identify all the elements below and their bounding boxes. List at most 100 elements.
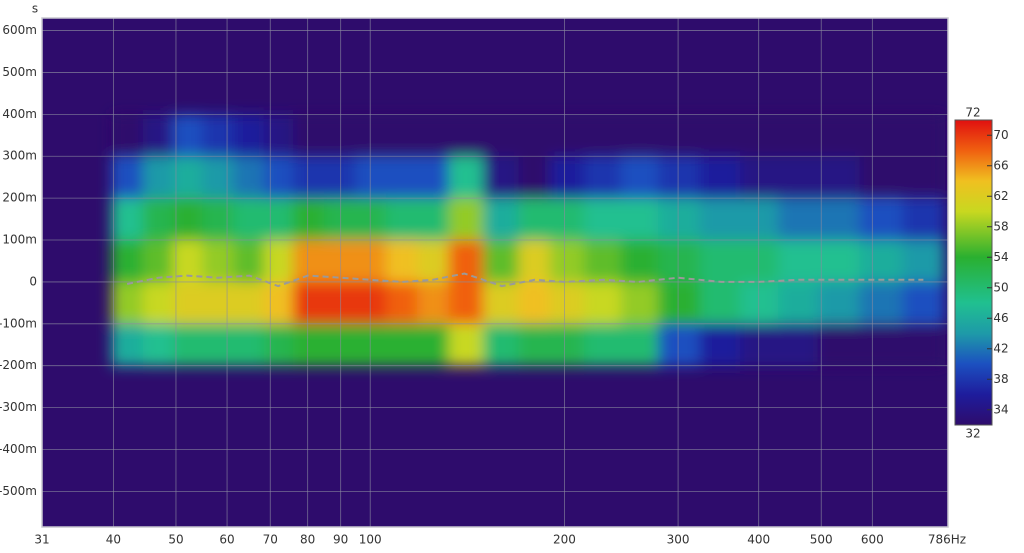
heat-cell <box>859 281 903 325</box>
heat-cell <box>699 156 741 199</box>
heat-cell <box>699 323 741 367</box>
heat-cell <box>111 240 144 283</box>
heat-cell <box>584 156 622 199</box>
heat-cell <box>584 323 622 367</box>
heat-cell <box>355 281 387 325</box>
x-tick-label: 70 <box>263 533 278 547</box>
colorbar-tick-label: 34 <box>993 402 1008 416</box>
peak-line <box>126 272 924 288</box>
heat-cell <box>739 198 779 241</box>
heat-cell <box>483 281 519 325</box>
x-tick-label: 600 <box>861 533 884 547</box>
heat-cell <box>417 323 450 367</box>
heat-cell <box>902 240 945 283</box>
heat-cell <box>817 156 861 199</box>
colorbar-tick-label: 54 <box>993 250 1008 264</box>
heat-cell <box>902 323 945 367</box>
heat-cell <box>658 156 701 199</box>
heat-cell <box>172 323 203 367</box>
y-axis-unit: s <box>32 2 38 16</box>
heat-cell <box>859 156 903 199</box>
heat-cell <box>658 198 701 241</box>
x-tick-label: 500 <box>810 533 833 547</box>
colorbar-max-label: 72 <box>965 106 980 120</box>
x-tick-label: 200 <box>553 533 576 547</box>
heat-cell <box>817 323 861 367</box>
heat-cell <box>263 114 294 157</box>
heat-cell <box>483 240 519 283</box>
x-tick-label: 40 <box>106 533 121 547</box>
heat-cell <box>142 114 174 157</box>
heatmap <box>111 114 945 367</box>
heat-cell <box>292 198 325 241</box>
heat-cell <box>172 198 203 241</box>
heat-cell <box>355 114 387 157</box>
x-tick-label: 300 <box>667 533 690 547</box>
heat-cell <box>859 323 903 367</box>
heat-cell <box>817 114 861 157</box>
heat-cell <box>902 198 945 241</box>
colorbar-min-label: 32 <box>965 427 980 441</box>
heat-cell <box>263 323 294 367</box>
heat-cell <box>417 281 450 325</box>
heat-cell <box>859 240 903 283</box>
heat-cell <box>111 323 144 367</box>
heat-cell <box>263 198 294 241</box>
heat-cell <box>549 323 585 367</box>
heat-cell <box>142 281 174 325</box>
heat-cell <box>483 114 519 157</box>
heat-cell <box>859 198 903 241</box>
heat-cell <box>324 114 356 157</box>
y-tick-label: 100m <box>2 233 37 247</box>
y-tick-label: -400m <box>0 442 37 456</box>
heat-cell <box>620 156 659 199</box>
heat-cell <box>417 156 450 199</box>
heat-cell <box>518 114 551 157</box>
heat-cell <box>324 156 356 199</box>
heat-cell <box>658 323 701 367</box>
heat-cell <box>417 240 450 283</box>
colorbar-tick-label: 50 <box>993 280 1008 294</box>
x-tick-label: 90 <box>333 533 348 547</box>
heat-cell <box>817 198 861 241</box>
grid <box>41 18 949 527</box>
heat-cell <box>386 114 418 157</box>
heat-cell <box>518 198 551 241</box>
colorbar-tick-label: 42 <box>993 341 1008 355</box>
heat-cell <box>233 198 265 241</box>
heat-cell <box>778 198 819 241</box>
heat-cell <box>324 323 356 367</box>
heat-cell <box>483 198 519 241</box>
heat-cell <box>448 114 484 157</box>
heat-cell <box>417 198 450 241</box>
heat-cell <box>263 281 294 325</box>
heat-cell <box>778 281 819 325</box>
heat-cell <box>263 156 294 199</box>
heat-cell <box>417 114 450 157</box>
heat-cell <box>172 114 203 157</box>
heat-cell <box>518 156 551 199</box>
x-tick-label: 50 <box>168 533 183 547</box>
heat-cell <box>324 198 356 241</box>
heat-cell <box>355 323 387 367</box>
plot-border <box>41 17 949 528</box>
heat-cell <box>658 114 701 157</box>
x-tick-label: 31 <box>34 533 49 547</box>
colorbar <box>954 119 993 426</box>
heat-cell <box>233 281 265 325</box>
colorbar-tick-label: 58 <box>993 219 1008 233</box>
heat-cell <box>324 281 356 325</box>
colorbar-tick-label: 70 <box>993 128 1008 142</box>
peak-line-group <box>126 272 924 288</box>
heat-cell <box>448 281 484 325</box>
colorbar-tick-label: 66 <box>993 158 1008 172</box>
heat-cell <box>386 323 418 367</box>
heat-cell <box>111 114 144 157</box>
heat-cell <box>172 281 203 325</box>
heat-cell <box>263 240 294 283</box>
heat-cell <box>549 240 585 283</box>
x-tick-label: 786Hz <box>928 533 966 547</box>
heat-cell <box>518 323 551 367</box>
heat-cell <box>355 240 387 283</box>
heat-cell <box>699 281 741 325</box>
